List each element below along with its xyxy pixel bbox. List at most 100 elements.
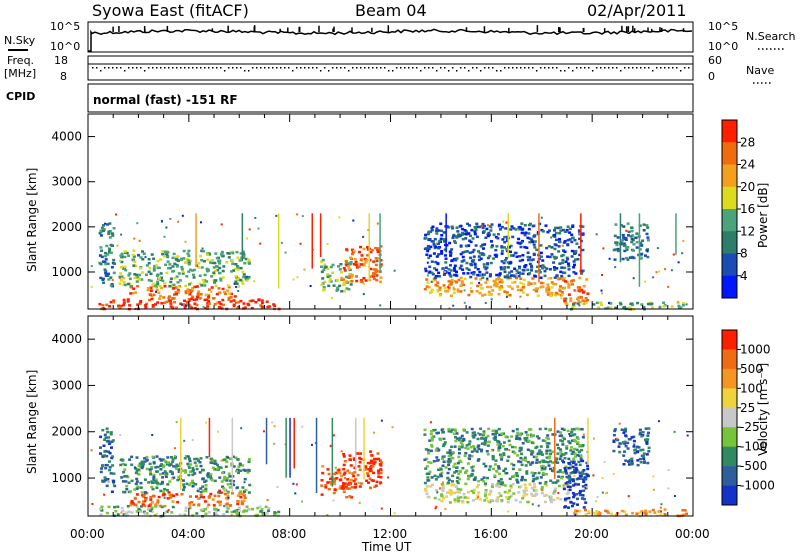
range-cell: [517, 237, 521, 241]
range-cell: [584, 300, 588, 303]
range-cell: [575, 512, 578, 516]
range-cell: [612, 449, 616, 453]
range-cell: [234, 456, 238, 459]
range-cell: [497, 276, 500, 280]
range-cell: [518, 259, 522, 263]
range-cell: [459, 441, 463, 445]
range-cell: [430, 436, 434, 439]
range-cell: [554, 456, 558, 460]
range-cell: [504, 448, 508, 451]
range-cell: [642, 511, 646, 514]
range-cell: [354, 485, 357, 489]
nave-dot: [224, 70, 226, 72]
nave-dot: [500, 70, 502, 72]
range-cell: [535, 445, 539, 449]
range-cell: [128, 458, 132, 461]
range-cell: [464, 471, 468, 475]
range-cell: [436, 241, 439, 244]
range-cell: [549, 294, 553, 298]
range-cell: [640, 252, 644, 256]
range-cell: [556, 470, 560, 474]
range-cell: [587, 510, 591, 513]
range-cell: [559, 439, 563, 442]
range-cell: [560, 293, 564, 296]
range-cell: [187, 473, 191, 477]
range-cell: [685, 512, 688, 515]
nave-dot: [516, 67, 518, 69]
range-cell: [587, 511, 591, 515]
range-cell: [628, 458, 632, 462]
range-cell: [501, 444, 505, 448]
nave-dot: [116, 67, 118, 69]
range-cell: [434, 283, 438, 287]
range-cell: [477, 258, 481, 262]
nave-dot: [160, 67, 162, 69]
nave-dot: [644, 67, 646, 69]
range-cell: [452, 304, 455, 307]
range-cell: [528, 262, 532, 266]
range-cell: [444, 508, 447, 510]
range-cell: [508, 495, 512, 499]
range-cell: [137, 464, 141, 467]
range-cell: [565, 303, 569, 306]
range-cell: [545, 436, 549, 440]
range-cell: [484, 482, 487, 485]
range-cell: [496, 233, 500, 236]
range-cell: [367, 481, 370, 484]
range-cell: [147, 279, 151, 282]
range-cell: [577, 289, 581, 292]
range-cell: [150, 485, 154, 489]
range-cell: [355, 275, 358, 278]
range-cell: [563, 506, 567, 509]
range-cell: [447, 478, 451, 482]
range-cell: [99, 246, 103, 249]
range-cell: [379, 304, 382, 307]
range-cell: [484, 281, 488, 284]
range-cell: [552, 255, 556, 259]
range-cell: [129, 501, 133, 504]
range-cell: [188, 293, 192, 296]
range-cell: [624, 459, 628, 462]
range-cell: [136, 468, 140, 471]
nave-dot: [248, 70, 250, 72]
range-cell: [120, 255, 124, 259]
range-cell: [637, 253, 641, 257]
range-cell: [569, 449, 573, 452]
range-cell: [219, 466, 223, 469]
range-cell: [612, 433, 616, 437]
range-cell: [461, 251, 465, 254]
range-cell: [459, 252, 463, 256]
range-cell: [242, 256, 246, 259]
power-marks: [90, 213, 688, 311]
range-cell: [201, 509, 205, 512]
range-cell: [347, 481, 351, 485]
range-cell: [435, 505, 438, 508]
range-cell: [509, 244, 513, 248]
range-cell: [623, 510, 627, 513]
range-cell: [157, 291, 161, 294]
range-cell: [576, 441, 580, 444]
range-cell: [227, 496, 230, 499]
range-cell: [526, 433, 529, 437]
velocity-ylabel: Slant Range [km]: [25, 370, 39, 474]
range-cell: [509, 254, 513, 257]
range-cell: [193, 461, 197, 464]
range-cell: [530, 453, 534, 456]
range-cell: [442, 481, 444, 484]
range-cell: [578, 490, 582, 493]
range-cell: [627, 438, 631, 441]
range-cell: [366, 246, 369, 249]
range-cell: [616, 438, 620, 442]
range-cell: [199, 487, 203, 490]
range-cell: [510, 435, 514, 438]
range-cell: [492, 233, 496, 236]
range-cell: [125, 513, 129, 517]
range-cell: [133, 466, 136, 469]
range-cell: [630, 436, 634, 439]
range-cell: [672, 253, 675, 256]
range-cell: [515, 437, 519, 440]
range-cell: [115, 213, 117, 216]
range-cell: [113, 505, 117, 509]
range-cell: [457, 438, 461, 442]
range-cell: [596, 496, 599, 498]
